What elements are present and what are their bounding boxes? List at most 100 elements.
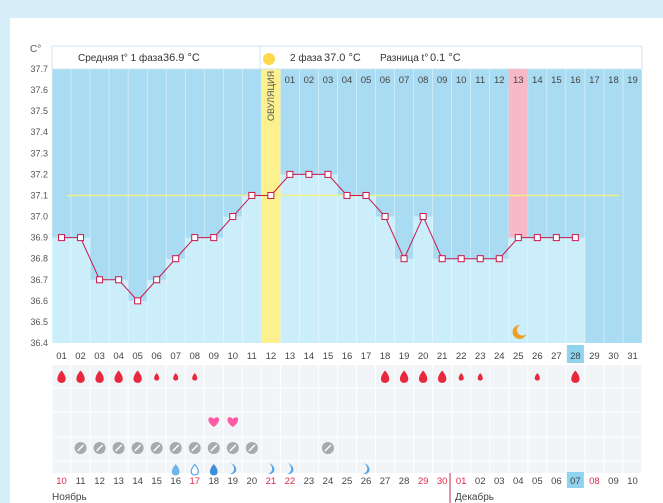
cycle-day-label: 29 [589, 351, 600, 362]
diff-value: 0.1 °C [430, 52, 461, 64]
temperature-bar [166, 258, 186, 343]
y-tick-label: 36.9 [30, 233, 48, 243]
phase2-day-label: 14 [532, 75, 543, 86]
cycle-day-label: 25 [513, 351, 524, 362]
calendar-date: 26 [361, 476, 372, 487]
pill-mark [210, 444, 218, 452]
pill-mark [153, 444, 161, 452]
phase2-day-label: 10 [456, 75, 467, 86]
phase2-day-label: 01 [285, 75, 296, 86]
temperature-bar [432, 258, 452, 343]
pill-mark [77, 444, 85, 452]
temperature-bar [147, 279, 167, 343]
calendar-date: 28 [399, 476, 410, 487]
temperature-point [514, 234, 522, 242]
pill-mark [248, 444, 256, 452]
temperature-bar [90, 279, 110, 343]
phase2-day-label: 19 [627, 75, 638, 86]
temperature-point [58, 234, 66, 242]
temperature-point [210, 234, 218, 242]
blood-drop-icon [57, 370, 66, 383]
calendar-date: 19 [228, 476, 239, 487]
cycle-day-label: 23 [475, 351, 486, 362]
y-axis-ticks: 36.4 36.5 36.6 36.7 36.8 36.9 37.0 37.1 37.2 37.3… [30, 64, 48, 348]
cycle-day-label: 22 [456, 351, 467, 362]
diff-label: Разница t° [380, 53, 428, 64]
temperature-point [305, 170, 313, 178]
cycle-day-label: 21 [437, 351, 448, 362]
y-tick-label: 37.1 [30, 190, 48, 200]
calendar-date-row: 10 11 12 13 14 15 16 17 18 19 20 21 22 23 24 25 26 27 28 29… [56, 472, 638, 488]
discharge-icon [229, 463, 237, 475]
calendar-date: 23 [304, 476, 315, 487]
calendar-date: 13 [113, 476, 124, 487]
cycle-day-label: 13 [285, 351, 296, 362]
temperature-bar [394, 258, 414, 343]
phase2-day-label: 02 [304, 75, 315, 86]
cycle-day-label: 01 [56, 351, 67, 362]
phase2-day-label: 08 [418, 75, 429, 86]
blood-drop-icon [418, 370, 428, 383]
calendar-date: 17 [189, 476, 200, 487]
unit-label: C° [30, 44, 41, 55]
temperature-point [476, 255, 484, 263]
cycle-day-label: 02 [75, 351, 86, 362]
cycle-day-label: 31 [627, 351, 638, 362]
temperature-point [324, 170, 332, 178]
pill-mark [134, 444, 142, 452]
heart-icon [227, 417, 239, 427]
temperature-point [495, 255, 503, 263]
temperature-bar [52, 237, 72, 343]
temperature-point [267, 191, 275, 199]
discharge-icon [286, 463, 294, 475]
blood-drop-icon [399, 370, 409, 383]
temperature-bar [204, 237, 224, 343]
temperature-bar [185, 237, 205, 343]
temperature-point [571, 234, 579, 242]
temperature-bar [470, 258, 490, 343]
y-tick-label: 36.8 [30, 254, 48, 264]
calendar-date: 01 [456, 476, 467, 487]
blood-drop-icon [192, 373, 198, 381]
ovulation-column [261, 69, 281, 343]
temperature-point [419, 213, 427, 221]
header-strip [51, 45, 643, 70]
calendar-date: 08 [589, 476, 600, 487]
blood-drop-icon [154, 373, 160, 381]
blood-drop-icon [133, 370, 142, 383]
calendar-date: 15 [151, 476, 162, 487]
temperature-bar [242, 195, 262, 343]
y-tick-label: 36.4 [30, 338, 48, 348]
phase2-day-label: 15 [551, 75, 562, 86]
y-tick-label: 37.5 [30, 106, 48, 116]
calendar-date: 10 [627, 476, 638, 487]
pill-mark [96, 444, 104, 452]
temperature-point [533, 234, 541, 242]
phase1-value: 36.9 °C [163, 52, 200, 64]
phase2-day-label: 18 [608, 75, 619, 86]
today-marker [566, 345, 584, 363]
y-tick-label: 36.7 [30, 275, 48, 285]
phase2-day-label: 12 [494, 75, 505, 86]
pill-mark [115, 444, 123, 452]
cycle-day-label: 09 [208, 351, 219, 362]
phase2-day-label: 16 [570, 75, 581, 86]
discharge-icon [363, 463, 370, 475]
heart-icon [208, 417, 220, 427]
blood-drop-icon [173, 373, 179, 381]
phase2-day-label: 03 [323, 75, 334, 86]
temperature-point [381, 213, 389, 221]
discharge-icon [267, 463, 275, 475]
cycle-day-label: 12 [266, 351, 277, 362]
temperature-point [400, 255, 408, 263]
phase2-day-label: 17 [589, 75, 600, 86]
moon-icon [512, 324, 527, 339]
cycle-day-label: 26 [532, 351, 543, 362]
cycle-day-label: 03 [94, 351, 105, 362]
blood-drop-icon [458, 373, 464, 381]
phase2-day-highlight [508, 69, 528, 87]
calendar-date: 29 [418, 476, 429, 487]
blood-drop-icon [95, 370, 104, 383]
cycle-day-label: 27 [551, 351, 562, 362]
phase2-highlight-column [508, 69, 528, 238]
